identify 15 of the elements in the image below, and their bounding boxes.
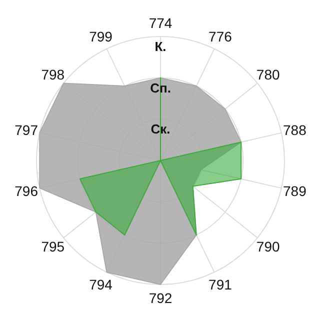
- spoke-label: 796: [14, 183, 38, 200]
- spoke-label: 797: [14, 122, 38, 138]
- spoke-label: 799: [89, 28, 113, 44]
- spoke-label: 789: [283, 183, 307, 200]
- spoke-label: 795: [41, 238, 65, 254]
- spoke-label: 788: [283, 122, 307, 138]
- spoke-label: 774: [148, 14, 172, 31]
- y-tick-label: К.: [154, 39, 166, 54]
- spoke-label: 798: [41, 66, 65, 83]
- spoke-label: 791: [208, 276, 232, 293]
- spoke-label: 790: [256, 238, 280, 254]
- spoke-label: 794: [89, 276, 113, 293]
- spoke-label: 792: [148, 290, 172, 306]
- spoke-label: 776: [208, 28, 232, 44]
- spoke-label: 780: [256, 66, 280, 83]
